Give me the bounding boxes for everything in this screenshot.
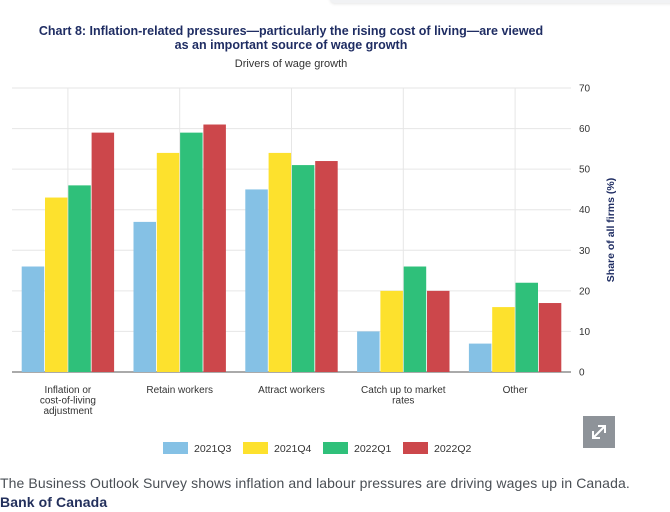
bar-2022Q1-4 (515, 282, 538, 372)
bar-2022Q2-0 (91, 132, 115, 372)
y-tick-label: 0 (579, 368, 585, 379)
y-axis-label: Share of all firms (%) (605, 178, 617, 282)
bar-2022Q1-0 (68, 185, 91, 372)
legend-swatch-2021Q4 (243, 442, 268, 454)
legend-label-2022Q2: 2022Q2 (434, 443, 472, 455)
legend-label-2021Q4: 2021Q4 (274, 443, 312, 455)
x-tick-label: Other (503, 385, 529, 396)
x-tick-label: Inflation or cost-of-living adjustment (40, 385, 96, 417)
bar-2021Q3-3 (357, 331, 380, 372)
bar-2021Q4-2 (268, 152, 292, 372)
legend-label-2021Q3: 2021Q3 (194, 443, 232, 455)
expand-icon (592, 425, 606, 439)
legend-swatch-2022Q2 (403, 442, 428, 454)
bar-2021Q3-0 (21, 266, 45, 372)
bar-2021Q4-3 (380, 290, 403, 372)
bar-2021Q3-2 (245, 189, 268, 372)
bar-2021Q3-1 (133, 221, 156, 372)
chart-title-line-1: Chart 8: Inflation-related pressures—par… (39, 24, 543, 38)
chart: Chart 8: Inflation-related pressures—par… (12, 24, 617, 455)
bar-2021Q4-1 (156, 152, 180, 372)
chart-subtitle: Drivers of wage growth (235, 58, 348, 70)
legend-swatch-2021Q3 (163, 442, 188, 454)
legend-swatch-2022Q1 (323, 442, 348, 454)
y-tick-label: 60 (579, 124, 591, 135)
bar-2021Q4-4 (492, 307, 515, 372)
bar-2022Q2-4 (538, 303, 562, 372)
top-card-edge (330, 0, 670, 3)
chart-title-line-2: as an important source of wage growth (175, 38, 408, 52)
x-tick-label: Retain workers (146, 385, 213, 396)
y-tick-label: 70 (579, 84, 591, 95)
caption-source-link[interactable]: Bank of Canada (0, 494, 108, 510)
chart-caption: The Business Outlook Survey shows inflat… (0, 474, 640, 512)
caption-text: The Business Outlook Survey shows inflat… (0, 475, 630, 491)
bar-2022Q2-1 (203, 124, 226, 372)
y-tick-label: 20 (579, 286, 591, 297)
y-tick-label: 50 (579, 165, 591, 176)
legend-label-2022Q1: 2022Q1 (354, 443, 392, 455)
bar-2022Q1-1 (180, 132, 203, 372)
y-tick-label: 10 (579, 327, 591, 338)
bar-2021Q4-0 (45, 197, 68, 372)
expand-button[interactable] (583, 416, 615, 448)
bar-2022Q2-3 (427, 290, 450, 372)
bar-2022Q1-3 (403, 266, 427, 372)
bar-2022Q1-2 (291, 165, 315, 372)
bar-2021Q3-4 (468, 343, 492, 372)
bar-2022Q2-2 (315, 161, 338, 372)
y-tick-label: 30 (579, 246, 591, 257)
y-tick-label: 40 (579, 205, 591, 216)
x-tick-label: Catch up to market rates (361, 385, 446, 407)
x-tick-label: Attract workers (258, 385, 325, 396)
